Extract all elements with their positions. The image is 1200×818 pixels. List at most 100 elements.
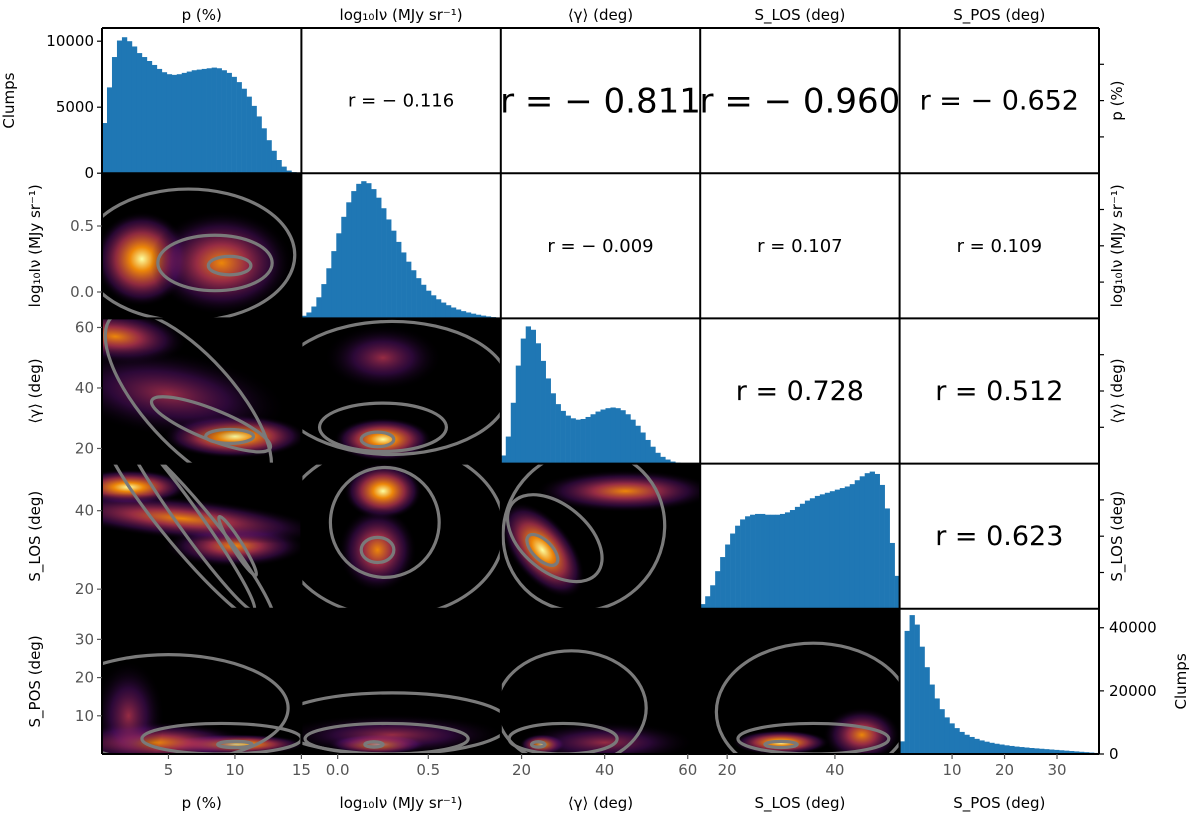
histogram-bar: [854, 480, 861, 609]
histogram-bar: [102, 123, 108, 174]
histogram-bar: [789, 510, 796, 609]
histogram-bar: [869, 471, 875, 609]
y-axis-label: S_LOS (deg): [26, 491, 45, 582]
density-blob: [823, 707, 900, 754]
y-tick-label: 0: [84, 164, 94, 182]
histogram-bar: [794, 506, 801, 609]
histogram-bar: [381, 208, 387, 319]
histogram-bar: [570, 418, 576, 464]
density-panel: [102, 318, 302, 464]
right-tick-label: 40000: [1109, 619, 1157, 637]
histogram-bar: [1029, 748, 1035, 754]
histogram-bar: [994, 743, 1000, 754]
histogram-bar: [774, 514, 781, 609]
histogram-bar: [720, 557, 726, 609]
y-tick-label: 0.0: [70, 283, 94, 301]
density-contour: [103, 318, 274, 464]
histogram-bar: [271, 150, 277, 174]
histogram-bar: [475, 314, 482, 319]
x-tick-label: 20: [718, 761, 737, 779]
histogram-bar: [839, 488, 846, 609]
histogram-bar: [745, 516, 751, 609]
histogram-bar: [919, 646, 925, 754]
histogram-bar: [834, 489, 841, 609]
histogram-bar: [530, 329, 536, 464]
histogram-bar: [660, 456, 666, 464]
histogram-bar: [406, 261, 412, 319]
histogram-bar: [615, 408, 621, 464]
histogram-bar: [136, 53, 143, 174]
histogram-bar: [346, 202, 352, 319]
correlation-label: r = − 0.009: [547, 236, 653, 257]
density-panel: [102, 463, 302, 609]
histogram-bar: [1009, 745, 1015, 754]
histogram-p: [102, 37, 302, 174]
density-contour: [102, 463, 278, 609]
histogram-bar: [924, 667, 930, 754]
histogram-bar: [735, 525, 741, 609]
histogram-bar: [949, 723, 955, 754]
histogram-bar: [640, 432, 646, 464]
histogram-bar: [281, 166, 287, 174]
density-panel: [500, 463, 701, 609]
histogram-bar: [625, 414, 631, 464]
histogram-bar: [984, 741, 990, 754]
histogram-bar: [256, 116, 262, 174]
histogram-bar: [730, 533, 736, 609]
density-contour: [156, 233, 274, 293]
histogram-bar: [655, 452, 661, 464]
histogram-bar: [440, 302, 447, 319]
density-blob: [102, 660, 165, 754]
y-tick-label: 10000: [46, 32, 94, 50]
histogram-bar: [171, 74, 178, 174]
histogram-bar: [889, 542, 895, 609]
histogram-bar: [246, 96, 252, 174]
x-tick-label: 20: [995, 761, 1014, 779]
histogram-bar: [575, 419, 581, 464]
histogram-bar: [196, 69, 202, 174]
x-axis-label: log₁₀Iν (MJy sr⁻¹): [340, 794, 463, 812]
histogram-bar: [391, 230, 397, 319]
histogram-bar: [106, 87, 113, 174]
histogram-bar: [111, 57, 118, 174]
density-contour: [206, 254, 253, 277]
x-tick-label: 0.5: [416, 761, 440, 779]
histogram-bar: [879, 484, 885, 609]
histogram-bar: [221, 70, 227, 174]
histogram-bar: [351, 191, 357, 319]
y-tick-label: 40: [75, 502, 94, 520]
histogram-bar: [999, 744, 1005, 754]
histogram-bar: [909, 615, 915, 754]
correlation-label: r = − 0.652: [920, 86, 1079, 117]
histogram-bar: [151, 64, 158, 174]
column-title: p (%): [182, 6, 222, 24]
density-contour: [363, 740, 385, 749]
histogram-bar: [266, 140, 272, 174]
x-tick-label: 30: [1047, 761, 1066, 779]
density-contour: [500, 649, 648, 754]
histogram-bar: [939, 709, 945, 754]
histogram-bar: [121, 37, 128, 174]
x-axis-label: ⟨γ⟩ (deg): [568, 794, 633, 812]
density-panel: [301, 691, 501, 754]
y-axis-label-clumps: Clumps: [0, 72, 18, 128]
histogram-bar: [1079, 751, 1085, 754]
density-panel: [301, 463, 501, 609]
density-contour: [359, 535, 396, 565]
density-contour: [328, 465, 441, 580]
histogram-bar: [356, 183, 362, 319]
histogram-bar: [725, 544, 731, 609]
histogram-bar: [740, 519, 746, 609]
x-axis-label: S_POS (deg): [953, 794, 1045, 813]
histogram-bar: [874, 473, 880, 609]
histogram-bar: [565, 415, 571, 464]
density-contour: [505, 493, 604, 584]
density-blob: [514, 721, 695, 754]
histogram-bar: [470, 313, 477, 319]
density-panel: [500, 649, 695, 754]
histogram-bar: [510, 402, 517, 464]
histogram-bar: [416, 278, 422, 319]
histogram-bar: [396, 241, 402, 319]
histogram-bar: [765, 514, 771, 609]
density-blob: [102, 493, 302, 544]
